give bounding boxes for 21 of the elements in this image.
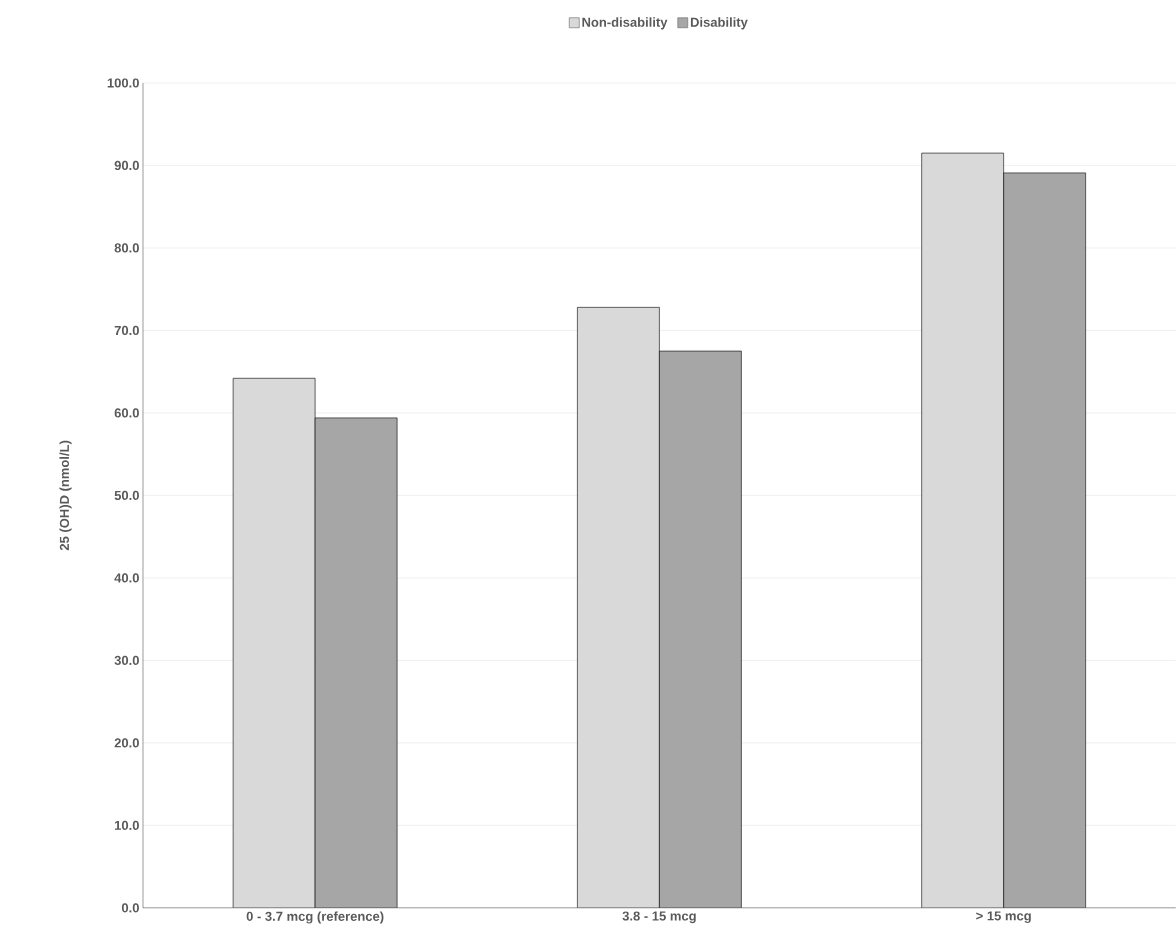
legend-label: Non-disability: [582, 17, 668, 30]
x-tick-label: > 15 mcg: [976, 911, 1031, 924]
bar: [315, 417, 398, 908]
y-axis-title: 25 (OH)D (nmol/L): [59, 440, 72, 551]
y-tick-label: 10.0: [114, 820, 139, 831]
legend-label: Disability: [690, 17, 748, 30]
bar: [1003, 172, 1086, 908]
y-tick-label: 90.0: [114, 160, 139, 171]
y-tick-label: 50.0: [114, 490, 139, 501]
y-tick-label: 60.0: [114, 408, 139, 418]
y-tick-label: 80.0: [114, 243, 139, 253]
x-tick-label: 3.8 - 15 mcg: [622, 911, 696, 924]
bar: [233, 378, 316, 908]
y-tick-label: 100.0: [107, 78, 139, 88]
y-tick-label: 40.0: [114, 573, 139, 583]
y-tick-label: 20.0: [114, 738, 139, 748]
bar: [659, 351, 742, 908]
y-tick-label: 30.0: [114, 655, 139, 666]
y-tick-label: 70.0: [114, 325, 139, 336]
x-tick-label: 0 - 3.7 mcg (reference): [246, 911, 384, 924]
y-tick-label: 0.0: [121, 903, 139, 913]
